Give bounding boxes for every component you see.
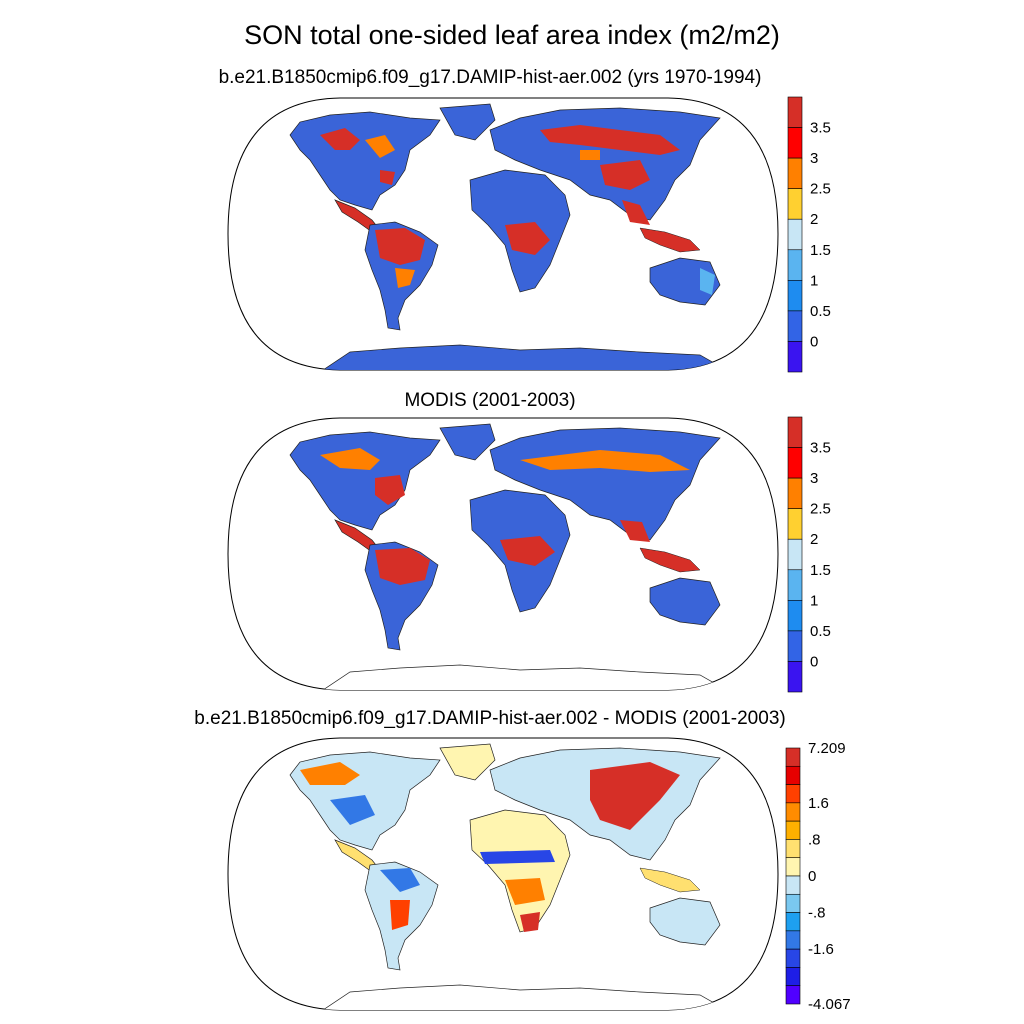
panel-3-title: b.e21.B1850cmip6.f09_g17.DAMIP-hist-aer.… (194, 708, 786, 729)
colorbar-label: -4.067 (808, 996, 851, 1013)
colorbar-label: 2.5 (810, 181, 831, 198)
colorbar-label: 1.5 (810, 242, 831, 259)
colorbar-label: 3 (810, 150, 818, 167)
colorbar-swatch (787, 508, 803, 540)
colorbar-2: 3.5 3 2.5 2 1.5 1 0.5 0 (787, 416, 831, 693)
colorbar-swatch (787, 341, 803, 373)
colorbar-swatch (787, 127, 803, 159)
modis-map (227, 417, 779, 691)
colorbar-swatch (787, 218, 803, 251)
colorbar-label: 0 (810, 333, 818, 350)
colorbar-swatch (785, 985, 801, 1005)
colorbar-swatch (787, 447, 803, 479)
colorbar-swatch (785, 839, 801, 859)
difference-map (227, 737, 779, 1011)
colorbar-label: 3.5 (810, 120, 831, 137)
colorbar-swatch (785, 747, 801, 767)
colorbar-label: 0.5 (810, 303, 831, 320)
colorbar-label: 1.6 (808, 795, 829, 812)
colorbar-swatch (785, 967, 801, 987)
colorbar-swatch (785, 875, 801, 895)
colorbar-swatch (787, 249, 803, 281)
model-map (227, 97, 779, 371)
colorbar-swatch (787, 600, 803, 632)
colorbar-1: 3.5 3 2.5 2 1.5 1 0.5 0 (787, 96, 831, 373)
colorbar-label: -.8 (808, 905, 826, 922)
panel-1-title: b.e21.B1850cmip6.f09_g17.DAMIP-hist-aer.… (218, 67, 762, 88)
colorbar-label: .8 (808, 831, 821, 848)
colorbar-label: 2.5 (810, 501, 831, 518)
panel-2-title: MODIS (2001-2003) (404, 390, 576, 411)
colorbar-swatch (787, 538, 803, 571)
colorbar-swatch (785, 930, 801, 950)
colorbar-swatch (785, 820, 801, 840)
colorbar-label: 2 (810, 211, 818, 228)
colorbar-label: -1.6 (808, 941, 834, 958)
colorbar-swatch (787, 96, 803, 128)
colorbar-swatch (785, 802, 801, 822)
colorbar-swatch (785, 912, 801, 932)
colorbar-label: 1 (810, 592, 818, 609)
colorbar-swatch (787, 310, 803, 342)
colorbar-swatch (785, 765, 801, 785)
colorbar-swatch (787, 630, 803, 662)
colorbar-swatch (787, 661, 803, 693)
colorbar-label: 2 (810, 531, 818, 548)
colorbar-label: 7.209 (808, 740, 846, 757)
colorbar-label: 0.5 (810, 623, 831, 640)
colorbar-swatch (787, 280, 803, 312)
colorbar-swatch (785, 893, 801, 913)
colorbar-swatch (785, 948, 801, 968)
figure-title: SON total one-sided leaf area index (m2/… (244, 20, 780, 50)
colorbar-swatch (787, 157, 803, 189)
colorbar-label: 3.5 (810, 440, 831, 457)
colorbar-label: 1 (810, 272, 818, 289)
colorbar-swatch (787, 477, 803, 509)
colorbar-label: 3 (810, 470, 818, 487)
colorbar-swatch (787, 569, 803, 601)
colorbar-3: 7.209 1.6 .8 0 -.8 -1.6 -4.067 (785, 740, 851, 1013)
colorbar-swatch (785, 857, 801, 877)
colorbar-swatch (787, 416, 803, 448)
colorbar-label: 0 (810, 653, 818, 670)
colorbar-label: 1.5 (810, 562, 831, 579)
colorbar-label: 0 (808, 868, 816, 885)
colorbar-swatch (785, 784, 801, 804)
colorbar-swatch (787, 188, 803, 220)
